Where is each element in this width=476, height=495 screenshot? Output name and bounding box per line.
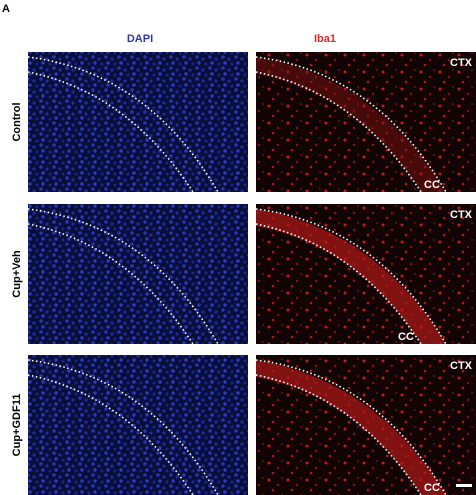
column-header: DAPI [127,33,153,45]
boundary-line [27,56,219,193]
column-header: Iba1 [314,33,336,45]
region-label: CC [424,179,440,191]
micrograph [28,52,248,192]
boundary-line [27,71,194,193]
boundary-line [27,374,194,495]
boundary-line [255,359,447,495]
micrograph [28,204,248,344]
cc-band [256,209,446,344]
boundary-line [27,223,194,345]
boundary-line [255,223,422,345]
panel-label: A [2,3,10,15]
boundary-line [27,208,219,345]
region-label: CC [424,482,440,494]
region-label: CTX [450,57,473,69]
cc-band [256,360,446,495]
boundary-line [255,56,447,193]
region-label: CC [398,331,414,343]
region-label: CTX [450,360,473,372]
region-label: CTX [450,209,473,221]
boundary-line [255,374,422,495]
scale-bar [456,484,472,487]
boundary-line [255,208,447,345]
boundary-line [27,359,219,495]
cc-band [256,57,446,192]
row-label: Cup+GDF11 [11,394,23,457]
boundary-line [255,71,422,193]
micrograph [28,355,248,495]
row-label: Cup+Veh [11,250,23,298]
row-label: Control [11,102,23,141]
